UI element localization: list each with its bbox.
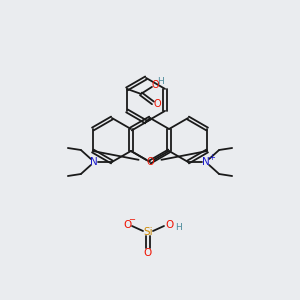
Text: −: − xyxy=(128,215,136,224)
Text: O: O xyxy=(146,157,154,167)
Text: O: O xyxy=(153,99,161,109)
Text: H: H xyxy=(158,77,164,86)
Text: O: O xyxy=(123,220,131,230)
Text: Si: Si xyxy=(143,227,153,237)
Text: N: N xyxy=(202,157,210,167)
Text: H: H xyxy=(175,223,182,232)
Text: O: O xyxy=(151,80,159,90)
Text: +: + xyxy=(208,152,214,161)
Text: O: O xyxy=(144,248,152,258)
Text: N: N xyxy=(90,157,98,167)
Text: O: O xyxy=(166,220,174,230)
